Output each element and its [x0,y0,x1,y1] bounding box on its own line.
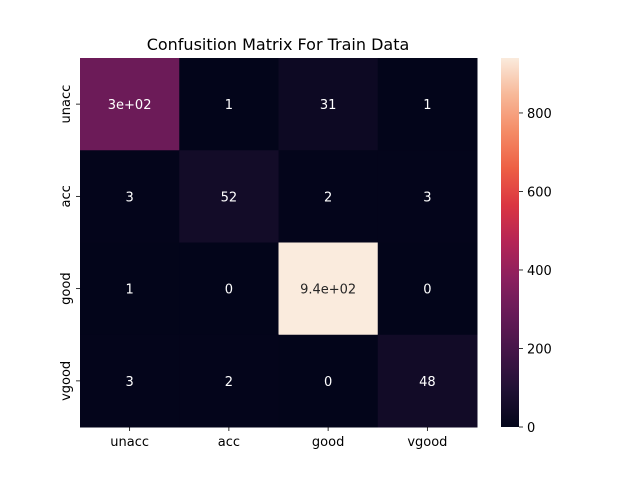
cell-annotation: 52 [221,190,238,205]
heatmap-cells: 3e+02 1 31 13 52 2 31 0 9.4e+02 03 2 0 48 [80,58,478,428]
x-tick-label: vgood [407,435,447,450]
heatmap-cell [377,58,478,151]
cell-annotation: 48 [419,375,436,390]
cell-annotation: 0 [324,375,332,390]
y-tick-label: vgood [59,361,74,401]
x-tick-label: good [312,435,344,450]
heatmap-cell [278,242,379,336]
cell-annotation: 1 [225,98,233,113]
heatmap-cell [80,334,180,428]
heatmap-cell [80,150,180,243]
cell-annotation: 0 [225,283,233,298]
heatmap-cell [377,242,478,336]
heatmap-cell [278,58,379,151]
cell-annotation: 9.4e+02 [300,283,356,298]
heatmap-cell [80,58,180,151]
cell-annotation: 3 [125,190,133,205]
cell-annotation: 1 [423,98,431,113]
cell-annotation: 3e+02 [108,98,152,113]
heatmap-cell [80,242,180,336]
cell-annotation: 2 [324,190,332,205]
colorbar-tick-label: 0 [527,421,535,436]
heatmap-cell [377,334,478,428]
cell-annotation: 0 [423,283,431,298]
heatmap-cell [278,150,379,243]
cell-annotation: 31 [320,98,337,113]
y-tick-label: unacc [59,85,74,124]
colorbar-gradient [501,58,519,427]
cell-annotation: 2 [225,375,233,390]
chart-title: Confusition Matrix For Train Data [147,35,410,54]
cell-annotation: 1 [125,283,133,298]
x-tick-label: unacc [110,435,149,450]
colorbar-tick-label: 400 [527,264,552,279]
cell-annotation: 3 [125,375,133,390]
x-tick-label: acc [218,435,240,450]
heatmap-cell [179,242,279,336]
heatmap-cell [179,150,279,243]
y-tick-label: good [59,272,74,304]
colorbar-tick-label: 600 [527,185,552,200]
heatmap-cell [179,334,279,428]
colorbar: 0 200 400 600 800 [501,58,552,436]
heatmap-cell [377,150,478,243]
heatmap-cell [278,334,379,428]
y-tick-label: acc [59,185,74,207]
colorbar-tick-label: 200 [527,342,552,357]
cell-annotation: 3 [423,190,431,205]
colorbar-tick-label: 800 [527,107,552,122]
x-axis: unacc acc good vgood [110,427,447,450]
heatmap-cell [179,58,279,151]
y-axis: unacc acc good vgood [59,85,80,401]
